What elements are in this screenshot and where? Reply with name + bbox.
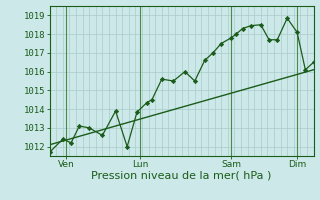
X-axis label: Pression niveau de la mer( hPa ): Pression niveau de la mer( hPa ) [92,171,272,181]
